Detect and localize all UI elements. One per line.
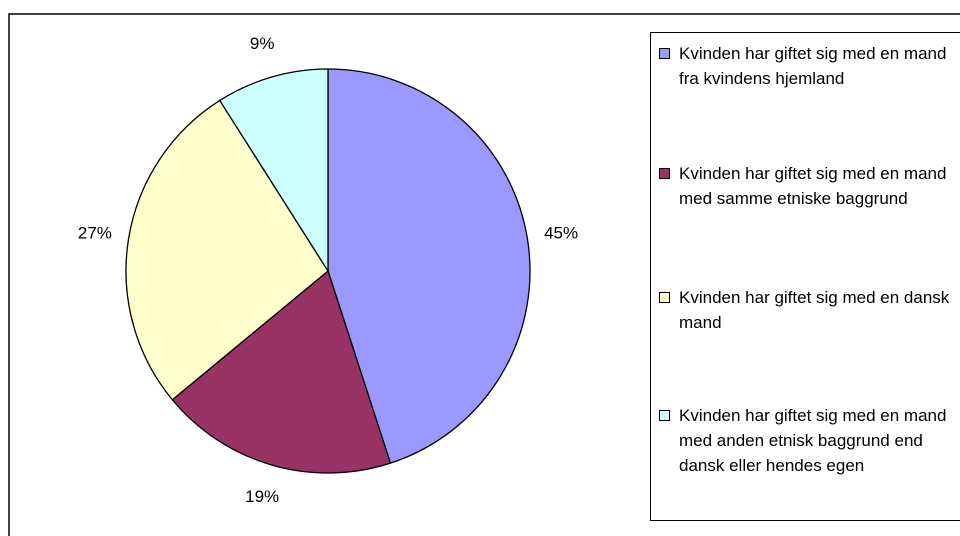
legend-swatch [659, 410, 670, 421]
legend-item: Kvinden har giftet sig med en dansk mand [659, 285, 959, 335]
legend-swatch [659, 292, 670, 303]
data-label: 27% [78, 224, 112, 243]
legend-swatch [659, 48, 670, 59]
legend-label: Kvinden har giftet sig med en mand med s… [679, 164, 947, 208]
data-label: 19% [245, 487, 279, 506]
legend-swatch [659, 168, 670, 179]
legend-item: Kvinden har giftet sig med en mand med s… [659, 161, 959, 211]
data-label: 45% [544, 224, 578, 243]
pie-slice [218, 68, 329, 274]
pie-slice [125, 99, 329, 401]
legend-label: Kvinden har giftet sig med en mand fra k… [679, 44, 947, 88]
data-label: 9% [250, 34, 275, 53]
legend-item: Kvinden har giftet sig med en mand med a… [659, 403, 959, 478]
legend: Kvinden har giftet sig med en mand fra k… [650, 32, 960, 521]
legend-item: Kvinden har giftet sig med en mand fra k… [659, 41, 959, 91]
pie-slice [327, 68, 531, 464]
legend-label: Kvinden har giftet sig med en mand med a… [679, 406, 947, 475]
legend-label: Kvinden har giftet sig med en dansk mand [679, 288, 950, 332]
pie-slice [171, 269, 392, 474]
